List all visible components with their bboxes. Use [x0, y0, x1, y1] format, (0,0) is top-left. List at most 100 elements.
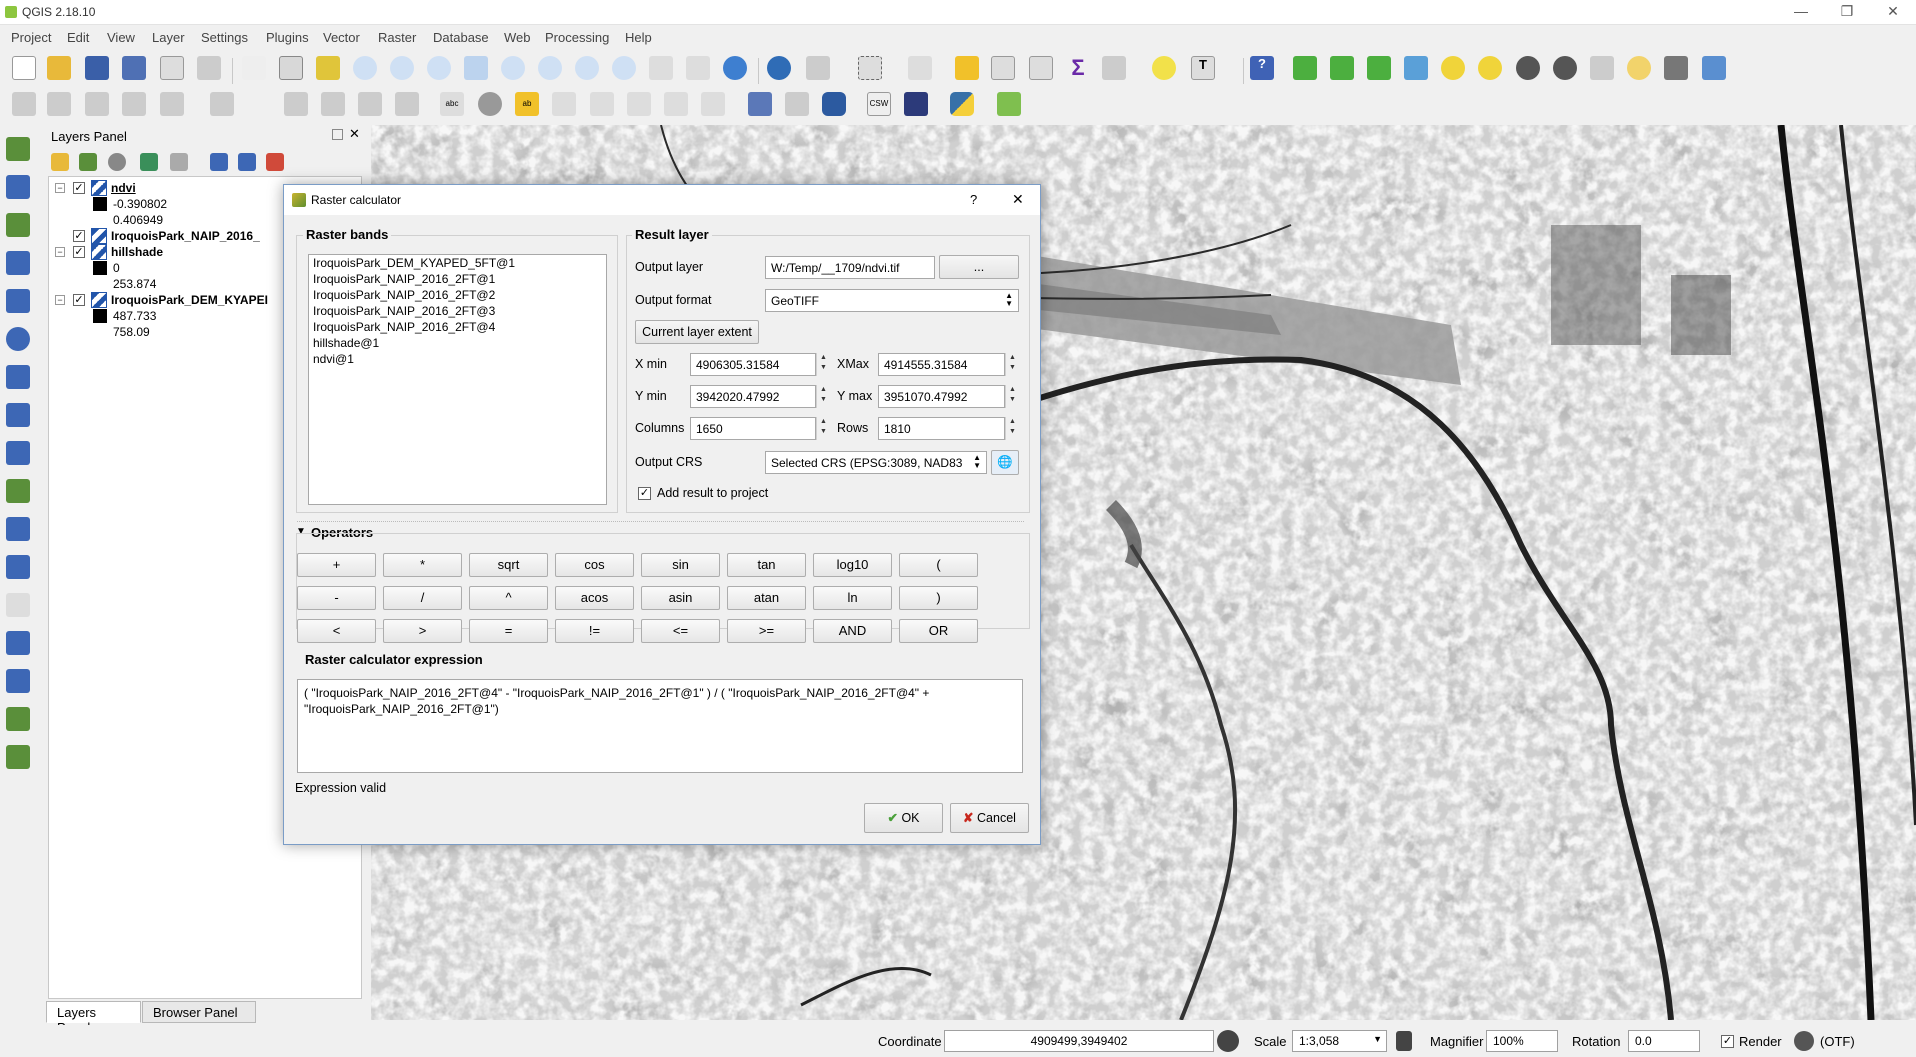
raster-brightness-icon[interactable] — [1404, 56, 1428, 80]
band-item[interactable]: IroquoisPark_DEM_KYAPED_5FT@1 — [313, 256, 516, 270]
op-divide-button[interactable]: / — [383, 586, 462, 610]
zoom-out-icon[interactable] — [390, 56, 414, 80]
new-shapefile-icon[interactable] — [6, 555, 30, 579]
new-temporary-layer-icon[interactable] — [6, 707, 30, 731]
expand-dem-icon[interactable]: − — [55, 295, 65, 305]
xmax-input[interactable]: 4914555.31584 — [878, 353, 1005, 376]
statistics-sum-icon[interactable]: Σ — [1071, 55, 1085, 80]
node-tool-icon[interactable] — [160, 92, 184, 116]
layer-hillshade[interactable]: hillshade — [111, 245, 164, 259]
op-multiply-button[interactable]: * — [383, 553, 462, 577]
output-layer-input[interactable]: W:/Temp/__1709/ndvi.tif — [765, 256, 935, 279]
add-spatialite-icon[interactable] — [6, 213, 30, 237]
zoom-layer-icon[interactable] — [538, 56, 562, 80]
op-cos-button[interactable]: cos — [555, 553, 634, 577]
band-item[interactable]: IroquoisPark_NAIP_2016_2FT@1 — [313, 272, 496, 286]
refresh-icon[interactable] — [723, 56, 747, 80]
collapse-all-icon[interactable] — [238, 153, 256, 171]
columns-spinner-icon[interactable]: ▲ ▼ — [816, 417, 830, 440]
columns-input[interactable]: 1650 — [690, 417, 816, 440]
diagram-icon[interactable] — [478, 92, 502, 116]
browse-output-button[interactable]: ... — [939, 255, 1019, 279]
op-atan-button[interactable]: atan — [727, 586, 806, 610]
add-feature-icon[interactable] — [122, 92, 146, 116]
menu-help[interactable]: Help — [625, 30, 652, 45]
crs-globe-icon[interactable] — [1794, 1031, 1814, 1051]
layer-dem[interactable]: IroquoisPark_DEM_KYAPEI — [111, 293, 268, 307]
toggle-extents-icon[interactable] — [1217, 1030, 1239, 1052]
op-sin-button[interactable]: sin — [641, 553, 720, 577]
restore-button[interactable]: ❐ — [1840, 3, 1854, 19]
splitter-handle[interactable] — [297, 521, 1024, 524]
crs-status[interactable]: (OTF) — [1820, 1034, 1855, 1049]
op-not-equals-button[interactable]: != — [555, 619, 634, 643]
select-crs-globe-icon[interactable]: 🌐 — [991, 450, 1019, 475]
add-wms-icon[interactable] — [6, 289, 30, 313]
op-equals-button[interactable]: = — [469, 619, 548, 643]
xmin-input[interactable]: 4906305.31584 — [690, 353, 816, 376]
band-item[interactable]: IroquoisPark_NAIP_2016_2FT@4 — [313, 320, 496, 334]
ymin-input[interactable]: 3942020.47992 — [690, 385, 816, 408]
pan-to-selection-icon[interactable] — [316, 56, 340, 80]
op-close-paren-button[interactable]: ) — [899, 586, 978, 610]
add-oracle-icon[interactable] — [6, 441, 30, 465]
open-project-icon[interactable] — [47, 56, 71, 80]
contrast-decrease-icon[interactable] — [1553, 56, 1577, 80]
add-wcs-icon[interactable] — [6, 327, 30, 351]
database-icon[interactable] — [822, 92, 846, 116]
current-edits-icon[interactable] — [12, 92, 36, 116]
composer-manager-icon[interactable] — [197, 56, 221, 80]
measure-icon[interactable] — [1102, 56, 1126, 80]
import-icon[interactable] — [785, 92, 809, 116]
rows-input[interactable]: 1810 — [878, 417, 1005, 440]
zoom-native-icon[interactable] — [427, 56, 451, 80]
tab-browser-panel[interactable]: Browser Panel — [142, 1001, 256, 1023]
output-format-select[interactable]: GeoTIFF ▲ ▼ — [765, 289, 1019, 312]
zoom-next-icon[interactable] — [612, 56, 636, 80]
label-icon[interactable]: abc — [440, 92, 464, 116]
delete-selected-icon[interactable] — [284, 92, 308, 116]
raster-local-stretch-icon[interactable] — [1367, 56, 1391, 80]
new-gpx-layer-icon[interactable] — [6, 669, 30, 693]
op-greater-than-button[interactable]: > — [383, 619, 462, 643]
ok-button[interactable]: ✔ OK — [864, 803, 943, 833]
filter-expression-icon[interactable] — [170, 153, 188, 171]
open-styling-icon[interactable] — [51, 153, 69, 171]
identify-icon[interactable] — [767, 56, 791, 80]
show-labels-icon[interactable] — [590, 92, 614, 116]
tab-layers-panel[interactable]: Layers Panel — [46, 1001, 141, 1035]
add-delimited-text-icon[interactable] — [6, 517, 30, 541]
band-item[interactable]: IroquoisPark_NAIP_2016_2FT@2 — [313, 288, 496, 302]
ndvi-visibility-checkbox[interactable]: ✓ — [73, 182, 85, 194]
dem-visibility-checkbox[interactable]: ✓ — [73, 294, 85, 306]
op-log10-button[interactable]: log10 — [813, 553, 892, 577]
menu-plugins[interactable]: Plugins — [266, 30, 309, 45]
menu-database[interactable]: Database — [433, 30, 489, 45]
op-less-equal-button[interactable]: <= — [641, 619, 720, 643]
new-bookmark-icon[interactable] — [649, 56, 673, 80]
plugin-icon[interactable] — [997, 92, 1021, 116]
manage-visibility-icon[interactable] — [108, 153, 126, 171]
contrast-icon[interactable] — [1516, 56, 1540, 80]
paste-icon[interactable] — [395, 92, 419, 116]
select-features-icon[interactable] — [858, 56, 882, 80]
close-panel-icon[interactable]: ✕ — [349, 126, 360, 141]
add-result-checkbox[interactable]: ✓ — [638, 487, 651, 500]
raster-histogram-icon[interactable] — [1293, 56, 1317, 80]
output-crs-select[interactable]: Selected CRS (EPSG:3089, NAD83 ▲ ▼ — [765, 451, 987, 474]
pin-labels-icon[interactable] — [552, 92, 576, 116]
filter-legend-icon[interactable] — [140, 153, 158, 171]
map-canvas[interactable] — [371, 125, 1916, 1020]
new-spatialite-layer-icon[interactable] — [6, 631, 30, 655]
cancel-button[interactable]: ✘ Cancel — [950, 803, 1029, 833]
sigma-plugin-icon[interactable] — [1702, 56, 1726, 80]
field-calculator-icon[interactable] — [1029, 56, 1053, 80]
xmin-spinner-icon[interactable]: ▲ ▼ — [816, 353, 830, 376]
layer-naip[interactable]: IroquoisPark_NAIP_2016_ — [111, 229, 260, 243]
add-virtual-layer-icon[interactable] — [6, 479, 30, 503]
ymax-spinner-icon[interactable]: ▲ ▼ — [1005, 385, 1019, 408]
rotate-label-icon[interactable] — [664, 92, 688, 116]
toggle-editing-icon[interactable] — [47, 92, 71, 116]
deselect-icon[interactable] — [955, 56, 979, 80]
op-tan-button[interactable]: tan — [727, 553, 806, 577]
